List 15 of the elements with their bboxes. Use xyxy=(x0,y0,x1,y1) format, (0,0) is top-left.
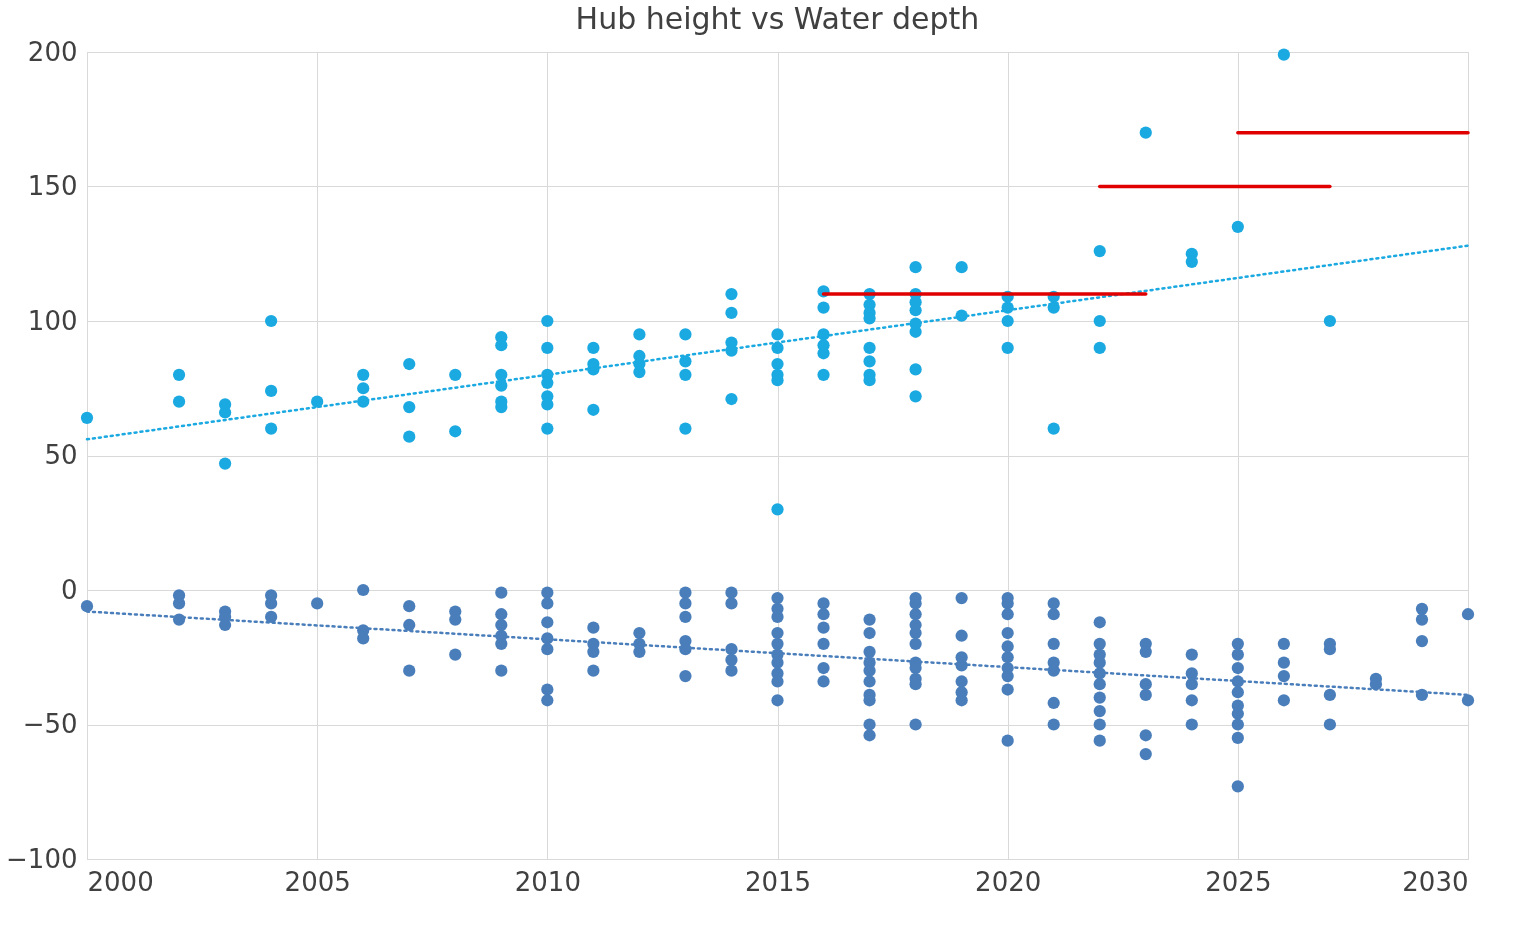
x-tick-label: 2005 xyxy=(284,866,351,897)
x-tick-label: 2015 xyxy=(744,866,812,897)
y-tick-label: 200 xyxy=(27,36,78,67)
y-tick-label: 0 xyxy=(60,574,78,605)
x-tick-label: 2000 xyxy=(87,866,154,897)
x-tick-label: 2025 xyxy=(1205,866,1272,897)
y-tick-label: −50 xyxy=(22,709,78,739)
y-tick-label: 100 xyxy=(27,305,78,336)
x-tick-label: 2020 xyxy=(975,866,1042,897)
y-tick-label: −100 xyxy=(6,843,78,874)
y-tick-label: 50 xyxy=(44,440,78,470)
y-tick-label: 150 xyxy=(27,171,78,201)
x-tick-label: 2030 xyxy=(1402,866,1469,897)
x-tick-label: 2010 xyxy=(514,866,581,897)
chart-title: Hub height vs Water depth xyxy=(575,1,980,36)
